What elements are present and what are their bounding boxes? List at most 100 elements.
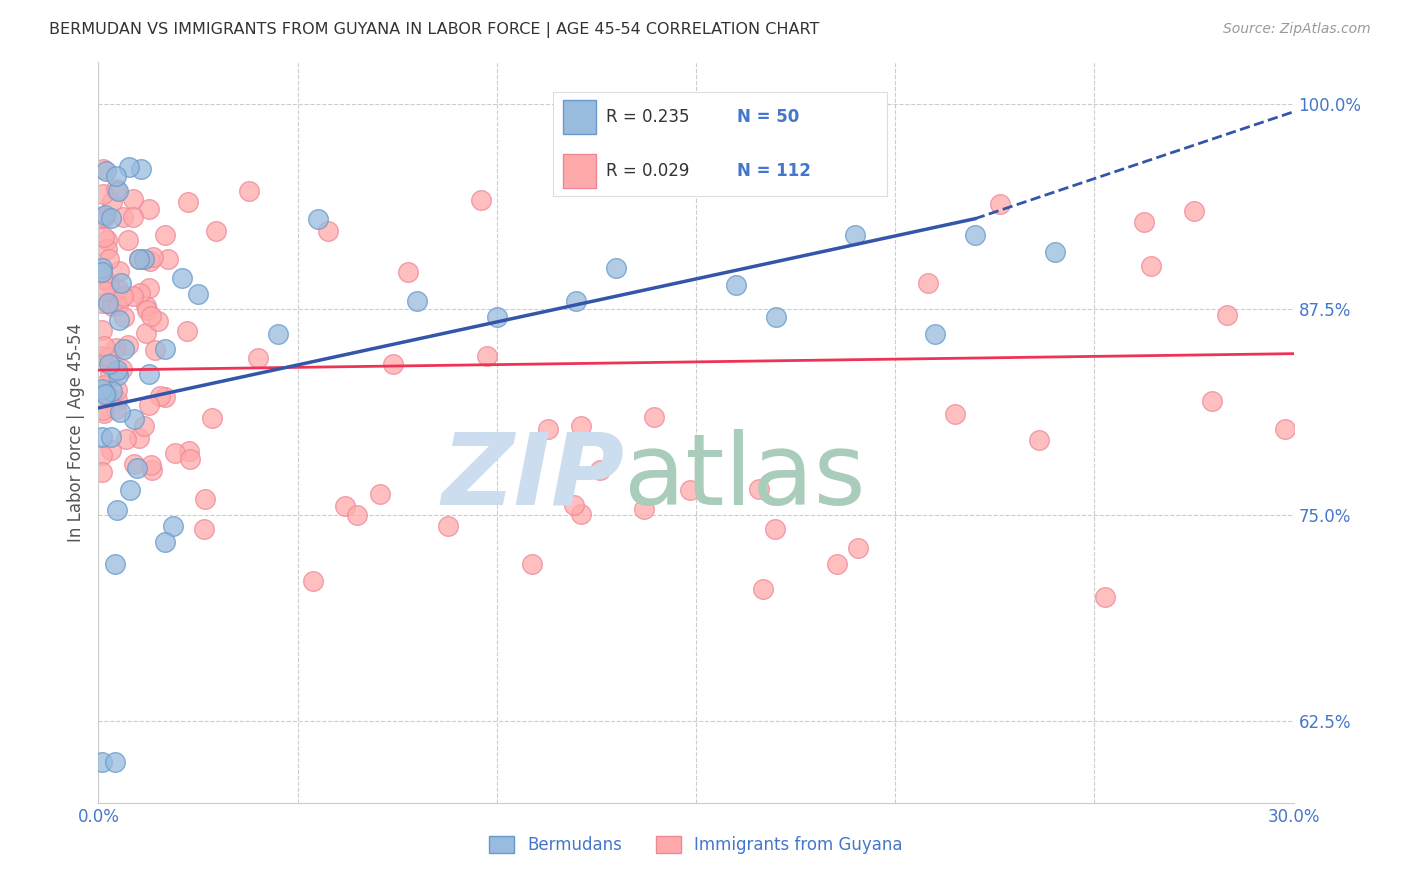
Point (104, 402, 127, 417)
Point (91, 384, 114, 398)
Point (748, 483, 770, 497)
Point (177, 444, 200, 458)
Point (633, 502, 655, 516)
Point (187, 286, 209, 301)
Point (1028, 433, 1050, 447)
Point (752, 582, 775, 596)
Point (156, 252, 179, 267)
Point (162, 519, 184, 533)
Point (91, 382, 114, 396)
Point (122, 457, 145, 471)
Point (121, 192, 143, 206)
Point (97, 252, 120, 266)
Point (105, 182, 128, 196)
Point (170, 271, 193, 285)
Point (107, 298, 129, 312)
Point (155, 342, 177, 356)
Point (94, 164, 117, 178)
Point (142, 250, 165, 264)
Point (91, 403, 114, 417)
Point (569, 508, 592, 522)
Point (135, 299, 157, 313)
Point (141, 463, 163, 477)
Point (346, 508, 368, 522)
Point (105, 503, 128, 517)
Point (333, 499, 356, 513)
Point (370, 487, 392, 501)
Point (763, 522, 786, 536)
Point (91, 261, 114, 276)
Text: Source: ZipAtlas.com: Source: ZipAtlas.com (1223, 22, 1371, 37)
Point (846, 541, 869, 555)
Point (105, 383, 128, 397)
Point (470, 193, 492, 207)
Point (129, 162, 152, 177)
Point (97, 358, 120, 372)
Point (111, 361, 134, 376)
Point (132, 252, 155, 267)
Point (485, 310, 508, 325)
Point (101, 299, 124, 313)
Point (97, 276, 120, 290)
Point (436, 519, 458, 533)
Point (117, 338, 139, 352)
Point (93, 211, 115, 225)
Point (110, 277, 132, 291)
Point (122, 210, 145, 224)
Point (825, 558, 848, 572)
Point (91, 272, 114, 286)
Point (128, 432, 150, 446)
Point (844, 228, 866, 243)
Point (107, 185, 129, 199)
Point (100, 211, 122, 226)
Point (107, 368, 129, 383)
Point (112, 342, 135, 356)
Point (96, 243, 118, 257)
Text: ZIP: ZIP (441, 428, 624, 525)
Point (520, 558, 543, 572)
Point (917, 276, 939, 290)
Point (101, 195, 124, 210)
Point (128, 252, 150, 266)
Point (143, 343, 166, 358)
Point (97, 296, 120, 310)
Point (91, 755, 114, 769)
Point (121, 288, 143, 302)
Point (114, 432, 136, 446)
Point (163, 445, 186, 459)
Point (96, 233, 118, 247)
Point (91, 448, 114, 462)
Point (138, 367, 160, 381)
Point (765, 310, 787, 325)
Point (1201, 394, 1223, 409)
Point (193, 522, 215, 536)
Point (963, 228, 986, 243)
Point (127, 460, 149, 475)
Point (132, 419, 155, 434)
Point (100, 430, 122, 444)
Point (571, 418, 593, 433)
Point (107, 282, 129, 296)
Point (93, 339, 115, 353)
Point (138, 398, 160, 412)
Point (267, 326, 290, 341)
Point (1043, 244, 1066, 259)
Point (128, 252, 150, 266)
Point (105, 169, 128, 183)
Point (108, 405, 131, 419)
Point (155, 535, 177, 549)
Point (724, 277, 747, 292)
Point (139, 254, 162, 268)
Point (112, 210, 135, 224)
Point (96, 387, 118, 401)
Point (1216, 308, 1239, 322)
Point (120, 483, 142, 497)
Point (301, 574, 323, 588)
Point (153, 227, 176, 242)
Point (91, 323, 114, 337)
Point (139, 458, 162, 472)
Point (105, 393, 128, 408)
Point (136, 303, 159, 318)
Point (138, 280, 160, 294)
Point (146, 314, 169, 328)
